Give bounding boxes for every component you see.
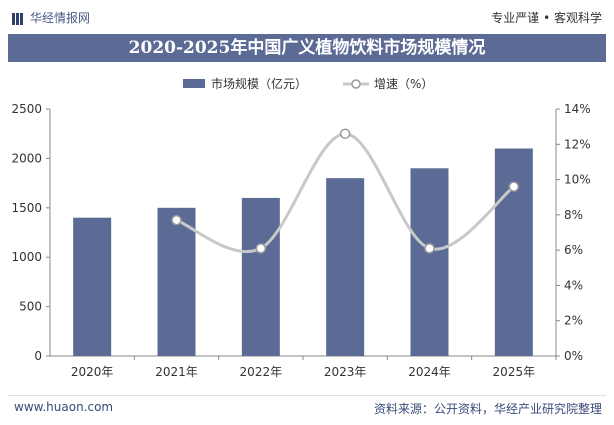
y-left-tick-label: 0 [34, 349, 42, 363]
growth-point [508, 181, 520, 192]
y-right-tick-label: 10% [564, 173, 591, 187]
y-right-tick-label: 0% [564, 349, 583, 363]
x-tick-label: 2022年 [240, 365, 283, 379]
y-left-tick-label: 1000 [11, 250, 42, 264]
growth-point [171, 214, 182, 226]
growth-point [424, 243, 435, 254]
chart-title: 2020-2025年中国广义植物饮料市场规模情况 [8, 34, 606, 62]
brand-name: 华经情报网 [30, 11, 91, 25]
y-right-tick-label: 4% [564, 278, 583, 292]
y-right-tick-label: 8% [564, 208, 583, 222]
bar [241, 197, 280, 356]
bar [326, 178, 365, 356]
x-tick-label: 2020年 [71, 365, 114, 379]
slogan: 专业严谨 • 客观科学 [491, 11, 602, 25]
chart: 市场规模（亿元） 增速（%） 0 500 1000 1500 2000 2500 0% 2% 4… [11, 76, 590, 379]
y-right-tick-label: 2% [564, 314, 583, 328]
x-tick-label: 2021年 [155, 365, 198, 379]
legend-line-marker [351, 79, 361, 89]
top-bar: 华经情报网 专业严谨 • 客观科学 [0, 0, 614, 34]
legend-line-label: 增速（%） [374, 77, 433, 91]
website-link[interactable]: www.huaon.com [14, 400, 114, 414]
bar [157, 207, 196, 356]
x-tick-label: 2024年 [408, 365, 451, 379]
y-right-tick-label: 6% [564, 243, 583, 257]
y-left-tick-label: 1500 [11, 201, 42, 215]
bar [73, 217, 112, 356]
y-left-tick-label: 2500 [11, 102, 42, 116]
y-left-tick-label: 500 [19, 300, 42, 314]
bar [494, 148, 533, 356]
footer-divider [8, 395, 606, 396]
source-note: 资料来源：公开资料，华经产业研究院整理 [373, 402, 602, 416]
legend-bar-label: 市场规模（亿元） [211, 76, 307, 91]
growth-point [339, 128, 351, 139]
brand-logo-icon [12, 13, 24, 25]
growth-point [255, 243, 267, 254]
x-tick-label: 2025年 [493, 365, 536, 379]
bars [73, 148, 533, 356]
y-left-tick-label: 2000 [11, 151, 42, 165]
bar [410, 168, 449, 356]
legend-bar-swatch [183, 79, 205, 88]
y-right-tick-label: 14% [564, 102, 591, 116]
y-right-tick-label: 12% [564, 137, 591, 151]
x-tick-label: 2023年 [324, 365, 367, 379]
brand: 华经情报网 [12, 9, 90, 26]
growth-line [171, 128, 520, 254]
axes: 0 500 1000 1500 2000 2500 0% 2% 4% 6% 8% 10% 12% 14% 2… [11, 102, 590, 379]
legend: 市场规模（亿元） 增速（%） [183, 76, 433, 91]
